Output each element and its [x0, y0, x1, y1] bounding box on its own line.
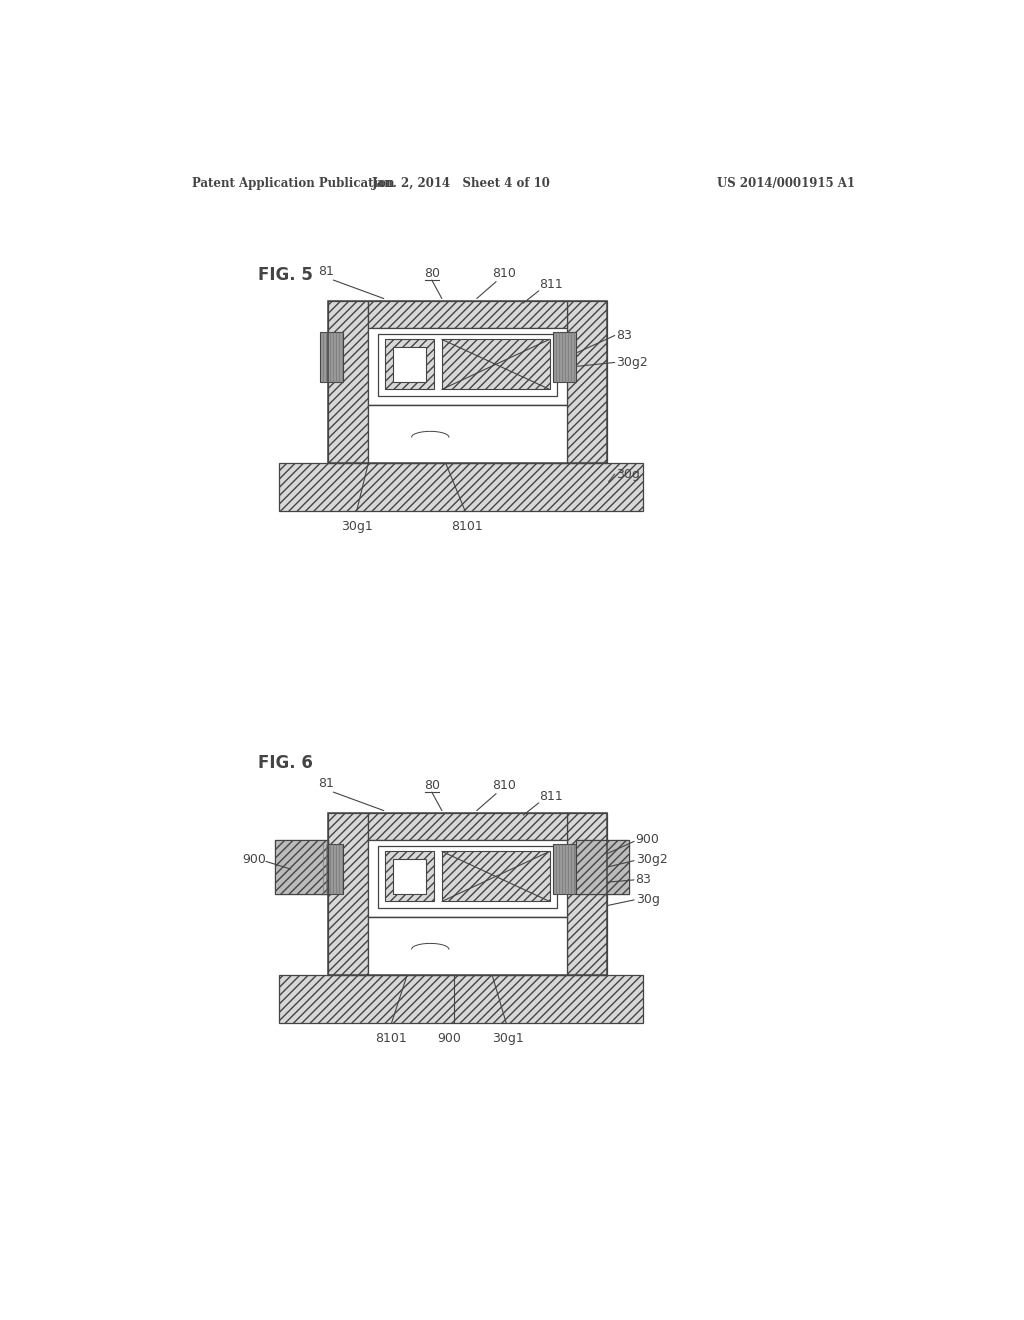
Bar: [280, 463, 643, 511]
Bar: [378, 334, 557, 396]
Text: 30g1: 30g1: [341, 520, 373, 533]
Bar: [575, 840, 629, 894]
Bar: [280, 975, 643, 1023]
Bar: [328, 813, 369, 975]
Text: 30g2: 30g2: [636, 853, 668, 866]
Bar: [393, 859, 426, 894]
Text: 30g: 30g: [636, 894, 659, 907]
Bar: [369, 327, 566, 405]
Bar: [442, 339, 550, 389]
Text: 80: 80: [424, 267, 439, 280]
Text: 811: 811: [539, 789, 562, 803]
Bar: [328, 301, 607, 463]
Bar: [378, 846, 557, 908]
Bar: [275, 840, 328, 894]
Text: 900: 900: [437, 1032, 462, 1045]
Text: FIG. 5: FIG. 5: [258, 267, 313, 284]
Text: 30g2: 30g2: [616, 356, 648, 370]
Bar: [442, 851, 550, 902]
Bar: [321, 843, 343, 894]
Text: 810: 810: [493, 779, 516, 792]
Text: 811: 811: [539, 277, 562, 290]
Text: 8101: 8101: [376, 1032, 408, 1045]
Bar: [566, 301, 607, 463]
Text: 8101: 8101: [452, 520, 483, 533]
Bar: [369, 813, 566, 840]
Bar: [369, 301, 566, 327]
Text: 80: 80: [424, 779, 439, 792]
Text: 83: 83: [616, 329, 632, 342]
Bar: [566, 813, 607, 975]
Text: US 2014/0001915 A1: US 2014/0001915 A1: [717, 177, 855, 190]
Text: 810: 810: [493, 267, 516, 280]
Bar: [553, 331, 575, 381]
Text: 30g: 30g: [616, 467, 640, 480]
Bar: [553, 843, 575, 894]
Bar: [575, 840, 629, 894]
Bar: [385, 851, 434, 902]
Text: 30g1: 30g1: [492, 1032, 523, 1045]
Text: 900: 900: [636, 833, 659, 846]
Bar: [275, 840, 328, 894]
Text: 81: 81: [317, 776, 334, 789]
Text: 900: 900: [243, 853, 266, 866]
Bar: [369, 840, 566, 917]
Bar: [393, 347, 426, 381]
Bar: [328, 813, 607, 975]
Bar: [369, 405, 566, 463]
Text: 81: 81: [317, 265, 334, 277]
Text: Jan. 2, 2014   Sheet 4 of 10: Jan. 2, 2014 Sheet 4 of 10: [372, 177, 551, 190]
Bar: [321, 331, 343, 381]
Text: 83: 83: [636, 874, 651, 887]
Bar: [369, 917, 566, 975]
Text: Patent Application Publication: Patent Application Publication: [191, 177, 394, 190]
Bar: [385, 339, 434, 389]
Text: FIG. 6: FIG. 6: [258, 754, 313, 772]
Bar: [328, 301, 369, 463]
